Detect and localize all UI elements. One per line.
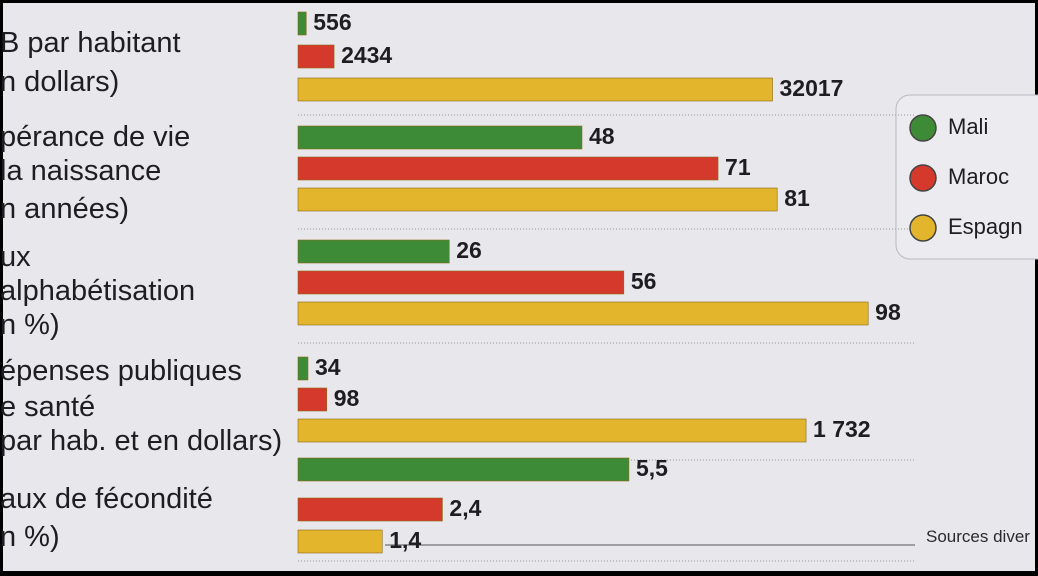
value-label: 1 732 xyxy=(813,416,871,442)
bar xyxy=(297,497,443,522)
bar xyxy=(297,529,383,554)
group-label: n %) xyxy=(0,521,60,553)
legend-swatch xyxy=(909,214,937,242)
source: Sources diver xyxy=(926,527,1030,546)
legend-swatch xyxy=(909,164,937,192)
value-label: 5,5 xyxy=(636,455,668,481)
bar xyxy=(297,270,625,295)
value-label: 556 xyxy=(313,9,351,35)
value-label: 34 xyxy=(315,354,341,380)
value-label: 32017 xyxy=(780,75,844,101)
group-label: aux de fécondité xyxy=(0,483,213,515)
value-label: 2434 xyxy=(341,42,392,68)
group-label: e santé xyxy=(0,391,95,423)
group-label: par hab. et en dollars) xyxy=(0,425,282,457)
group-label: alphabétisation xyxy=(0,275,195,307)
bar xyxy=(297,156,719,181)
group-label: n dollars) xyxy=(0,66,119,98)
legend-label: Espagn xyxy=(948,214,1023,239)
bar xyxy=(297,77,773,102)
bar xyxy=(297,418,807,443)
value-label: 71 xyxy=(725,154,751,180)
bar xyxy=(297,125,583,150)
group-label: ux xyxy=(0,241,31,273)
bar xyxy=(297,387,328,412)
legend-swatch xyxy=(909,114,937,142)
value-label: 1,4 xyxy=(389,527,421,553)
bar xyxy=(297,11,307,36)
bar xyxy=(297,457,630,482)
bar xyxy=(297,239,450,264)
legend-label: Mali xyxy=(948,114,988,139)
value-label: 98 xyxy=(334,385,360,411)
bar xyxy=(297,356,309,381)
value-label: 81 xyxy=(784,185,810,211)
value-label: 26 xyxy=(456,237,482,263)
bar xyxy=(297,187,778,212)
group-label: pérance de vie xyxy=(0,121,190,153)
group-label: n années) xyxy=(0,193,129,225)
group-label: B par habitant xyxy=(0,27,181,59)
bar xyxy=(297,44,335,69)
group-label: n %) xyxy=(0,309,60,341)
legend-label: Maroc xyxy=(948,164,1009,189)
value-label: 48 xyxy=(589,123,615,149)
group-label: la naissance xyxy=(0,155,161,187)
value-label: 56 xyxy=(631,268,657,294)
group-label: épenses publiques xyxy=(0,355,242,387)
bar xyxy=(297,301,869,326)
value-label: 98 xyxy=(875,299,901,325)
value-label: 2,4 xyxy=(449,495,481,521)
